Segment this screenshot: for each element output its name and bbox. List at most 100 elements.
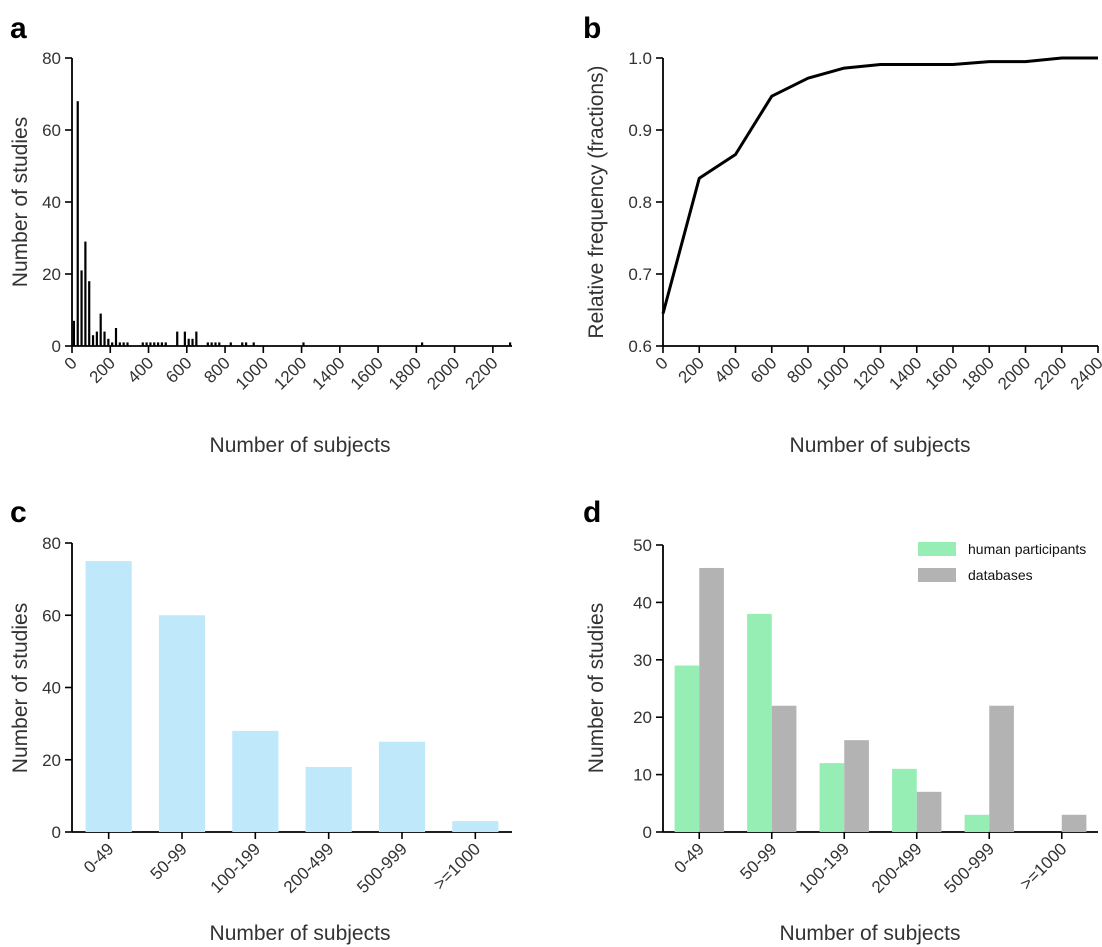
histogram-bar: [229, 342, 232, 346]
cumulative-line: [661, 56, 1098, 314]
y-tick-label: 20: [42, 265, 61, 284]
x-tick-label: 200-499: [868, 839, 926, 897]
y-axis-title: Relative frequency (fractions): [585, 65, 608, 338]
x-tick-label: 200: [675, 353, 708, 386]
histogram-bar: [149, 342, 152, 346]
histogram-bar: [218, 342, 221, 346]
y-tick-label: 0: [643, 823, 652, 842]
histogram-bar: [88, 281, 91, 346]
histogram-bar: [160, 342, 164, 346]
x-tick-label: 2200: [462, 353, 502, 393]
x-tick-label: 1800: [958, 353, 998, 393]
x-tick-label: 1000: [232, 353, 272, 393]
panel-letter: b: [583, 12, 601, 45]
bar-human-participants: [892, 768, 917, 832]
bar-databases: [771, 705, 797, 832]
histogram-bar: [103, 331, 106, 346]
x-tick-label: 0: [61, 353, 81, 373]
histogram-bar: [76, 101, 79, 346]
histogram-bar: [164, 342, 167, 346]
x-tick-label: 1600: [922, 353, 962, 393]
panel-a: a 0 20 40 60 80 Number of studies Number of sub…: [9, 12, 512, 457]
x-tick-label: 50-99: [736, 839, 780, 883]
histogram-bar: [244, 342, 248, 346]
x-tick-label: 800: [200, 353, 233, 386]
x-axis-title: Number of subjects: [790, 434, 971, 457]
panel-letter: a: [10, 12, 27, 45]
bar-human-participants: [674, 665, 700, 832]
x-tick-label: 1200: [270, 353, 310, 393]
x-tick-label: 1600: [347, 353, 387, 393]
x-tick-label: 1800: [385, 353, 425, 393]
histogram-bar: [84, 241, 87, 346]
y-tick-label: 0.9: [628, 121, 652, 140]
y-tick-label: 1.0: [628, 49, 652, 68]
x-tick-label: 400: [711, 353, 744, 386]
bar-databases: [916, 791, 942, 832]
x-tick-label: >=1000: [430, 839, 484, 893]
histogram-bar: [80, 270, 83, 346]
y-tick-label: 80: [42, 49, 61, 68]
histogram-bar: [420, 342, 424, 346]
x-tick-label: 100-199: [796, 839, 854, 897]
histogram-bar: [111, 342, 114, 346]
y-tick-label: 80: [42, 534, 61, 553]
histogram-bar: [183, 331, 186, 346]
histogram-bar: [210, 342, 213, 346]
x-tick-label: 500-999: [353, 839, 411, 897]
bar-human-participants: [819, 763, 845, 832]
x-tick-label: 2000: [423, 353, 463, 393]
y-tick-label: 20: [633, 708, 652, 727]
y-tick-label: 0.8: [628, 193, 652, 212]
x-tick-label: 0-49: [80, 839, 117, 876]
x-tick-label: 600: [162, 353, 195, 386]
histogram-bar: [214, 342, 217, 346]
x-tick-label: 1400: [885, 353, 925, 393]
bar: [305, 766, 352, 832]
x-tick-label: 600: [747, 353, 780, 386]
histogram-bar: [95, 331, 98, 346]
y-tick-label: 60: [42, 606, 61, 625]
y-tick-label: 0.7: [628, 265, 652, 284]
histogram-bar: [118, 342, 121, 346]
bar-databases: [989, 705, 1014, 832]
bar-databases: [699, 567, 724, 832]
x-tick-label: 1400: [308, 353, 348, 393]
panel-d: d 0 10 20 30 40 50 Number of studies Number of s…: [583, 496, 1098, 945]
y-tick-label: 40: [633, 593, 652, 612]
histogram-bar: [107, 338, 110, 346]
y-tick-label: 20: [42, 751, 61, 770]
histogram-bar: [176, 331, 179, 346]
x-tick-label: 0: [652, 353, 672, 373]
x-tick-label: 500-999: [941, 839, 999, 897]
histogram-bar: [191, 338, 194, 346]
x-tick-label: 1000: [813, 353, 853, 393]
histogram-bar: [241, 342, 244, 346]
x-axis-title: Number of subjects: [210, 922, 391, 945]
x-tick-label: 200-499: [280, 839, 338, 897]
y-tick-label: 0: [52, 823, 61, 842]
bar-databases: [1061, 814, 1087, 832]
bar: [158, 615, 206, 832]
histogram-bar: [141, 342, 144, 346]
x-tick-label: 200: [86, 353, 119, 386]
bar: [232, 730, 279, 832]
histogram-bar: [302, 342, 305, 346]
histogram-bar: [145, 342, 148, 346]
histogram-bar: [508, 342, 512, 346]
legend-swatch: [918, 542, 956, 556]
histogram-bar: [99, 313, 102, 346]
x-tick-label: 400: [124, 353, 157, 386]
legend-swatch: [918, 568, 956, 582]
panel-letter: c: [10, 496, 27, 529]
x-tick-label: 50-99: [147, 839, 191, 883]
x-tick-label: >=1000: [1016, 839, 1070, 893]
x-axis-title: Number of subjects: [210, 434, 391, 457]
y-tick-label: 60: [42, 121, 61, 140]
y-axis-title: Number of studies: [585, 603, 608, 773]
bar: [378, 741, 426, 832]
panel-c: c 0 20 40 60 80 Number of studies Number of sub…: [9, 496, 512, 945]
histogram-bar: [126, 342, 129, 346]
bar: [452, 821, 499, 832]
